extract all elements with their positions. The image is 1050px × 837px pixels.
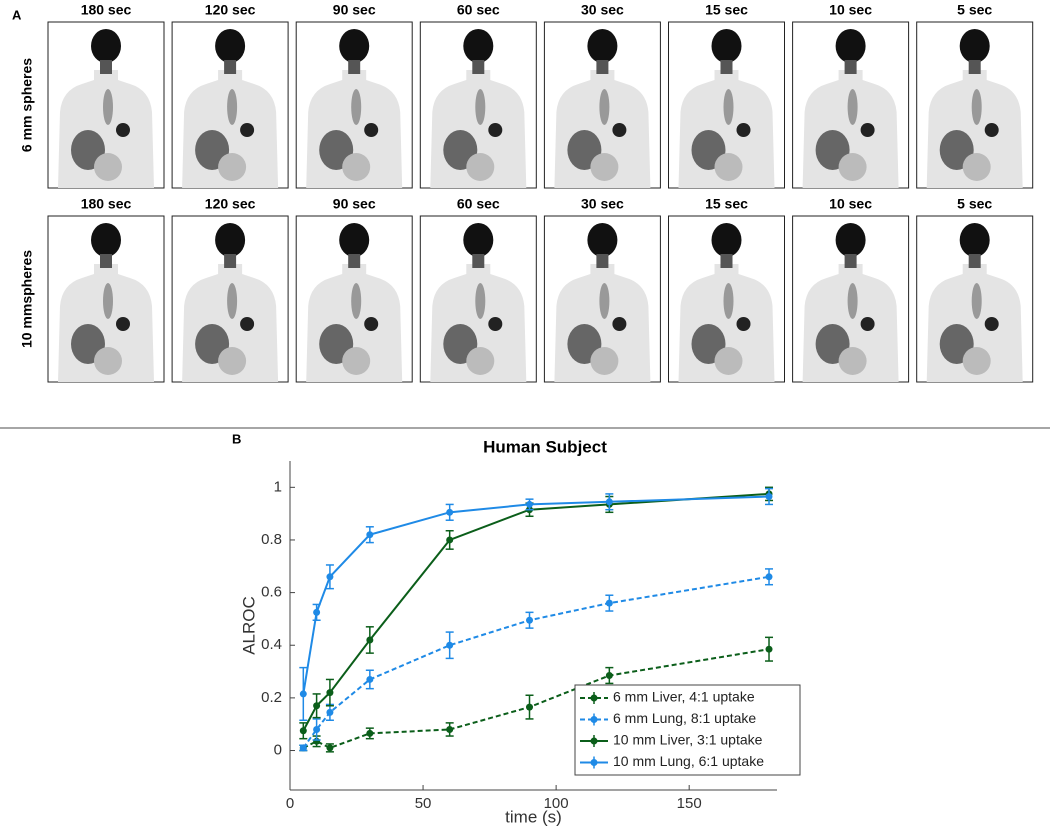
scan-image xyxy=(47,21,165,189)
data-point xyxy=(605,599,613,607)
column-label: 30 sec xyxy=(581,2,624,18)
legend-box xyxy=(574,684,801,776)
scan-image xyxy=(295,21,413,189)
scan-image xyxy=(916,21,1034,189)
legend-label: 6 mm Lung, 8:1 uptake xyxy=(613,710,756,726)
series-line xyxy=(302,495,770,695)
data-point xyxy=(313,608,321,616)
series-line xyxy=(302,575,770,749)
legend-swatch xyxy=(590,716,598,723)
column-label: 5 sec xyxy=(957,2,992,18)
legend-swatch xyxy=(590,694,598,702)
scan-image xyxy=(543,215,661,383)
column-label: 90 sec xyxy=(333,196,376,212)
data-point xyxy=(765,645,773,653)
scan-image xyxy=(295,215,413,383)
y-tick-label: 1 xyxy=(274,478,282,495)
column-label: 120 sec xyxy=(205,196,256,212)
column-label: 60 sec xyxy=(457,196,500,212)
data-point xyxy=(526,703,534,711)
legend-swatch xyxy=(590,737,598,745)
y-tick-label: 0.8 xyxy=(261,531,282,548)
row-label: 6 mm spheres xyxy=(19,58,35,152)
column-label: 120 sec xyxy=(205,2,256,18)
scan-image xyxy=(668,21,785,189)
y-tick-label: 0.4 xyxy=(261,636,282,653)
y-axis-label: ALROC xyxy=(239,596,258,655)
row-label: 10 mmspheres xyxy=(19,250,35,348)
data-point xyxy=(446,641,454,649)
legend-label: 10 mm Liver, 3:1 uptake xyxy=(613,732,763,748)
data-point xyxy=(605,672,613,680)
chart-title: Human Subject xyxy=(483,437,607,456)
x-tick-label: 0 xyxy=(286,795,294,812)
scan-image xyxy=(543,21,661,189)
column-label: 15 sec xyxy=(705,196,748,212)
data-point xyxy=(765,493,773,501)
scan-image xyxy=(792,215,910,383)
y-tick-label: 0.2 xyxy=(261,689,282,706)
data-point xyxy=(299,690,307,698)
data-point xyxy=(326,744,334,752)
data-point xyxy=(299,744,307,752)
column-label: 15 sec xyxy=(705,2,748,18)
column-label: 30 sec xyxy=(581,196,624,212)
scan-image xyxy=(419,215,537,383)
scan-image xyxy=(171,21,289,189)
scan-image xyxy=(792,21,910,189)
data-point xyxy=(366,675,374,683)
column-label: 5 sec xyxy=(957,196,992,212)
data-point xyxy=(299,727,307,735)
legend-label: 10 mm Lung, 6:1 uptake xyxy=(613,753,764,769)
column-label: 180 sec xyxy=(81,196,132,212)
scan-image xyxy=(171,215,289,383)
x-tick-label: 150 xyxy=(677,795,702,812)
column-label: 10 sec xyxy=(829,196,872,212)
panel-label: A xyxy=(12,7,22,22)
legend-swatch xyxy=(590,759,598,766)
data-point xyxy=(313,725,321,733)
scan-image xyxy=(47,215,165,383)
data-point xyxy=(366,636,374,644)
data-point xyxy=(446,508,454,516)
data-point xyxy=(446,536,454,544)
x-tick-label: 100 xyxy=(544,795,569,812)
data-point xyxy=(313,702,321,710)
column-label: 10 sec xyxy=(829,2,872,18)
column-label: 60 sec xyxy=(457,2,500,18)
data-point xyxy=(366,729,374,737)
column-label: 90 sec xyxy=(333,2,376,18)
panel-label: B xyxy=(232,431,241,446)
data-point xyxy=(326,689,334,697)
legend-label: 6 mm Liver, 4:1 uptake xyxy=(613,689,755,705)
data-point xyxy=(526,500,534,508)
data-point xyxy=(326,573,334,581)
y-tick-label: 0.6 xyxy=(261,584,282,601)
y-tick-label: 0 xyxy=(274,741,282,758)
data-point xyxy=(765,573,773,581)
scan-image xyxy=(916,215,1034,383)
data-point xyxy=(446,725,454,733)
data-point xyxy=(605,498,613,506)
data-point xyxy=(326,708,334,716)
data-point xyxy=(366,531,374,539)
scan-image xyxy=(419,21,537,189)
data-point xyxy=(526,616,534,624)
scan-image xyxy=(668,215,785,383)
x-tick-label: 50 xyxy=(415,795,432,812)
x-axis-label: time (s) xyxy=(505,807,562,826)
column-label: 180 sec xyxy=(81,2,132,18)
